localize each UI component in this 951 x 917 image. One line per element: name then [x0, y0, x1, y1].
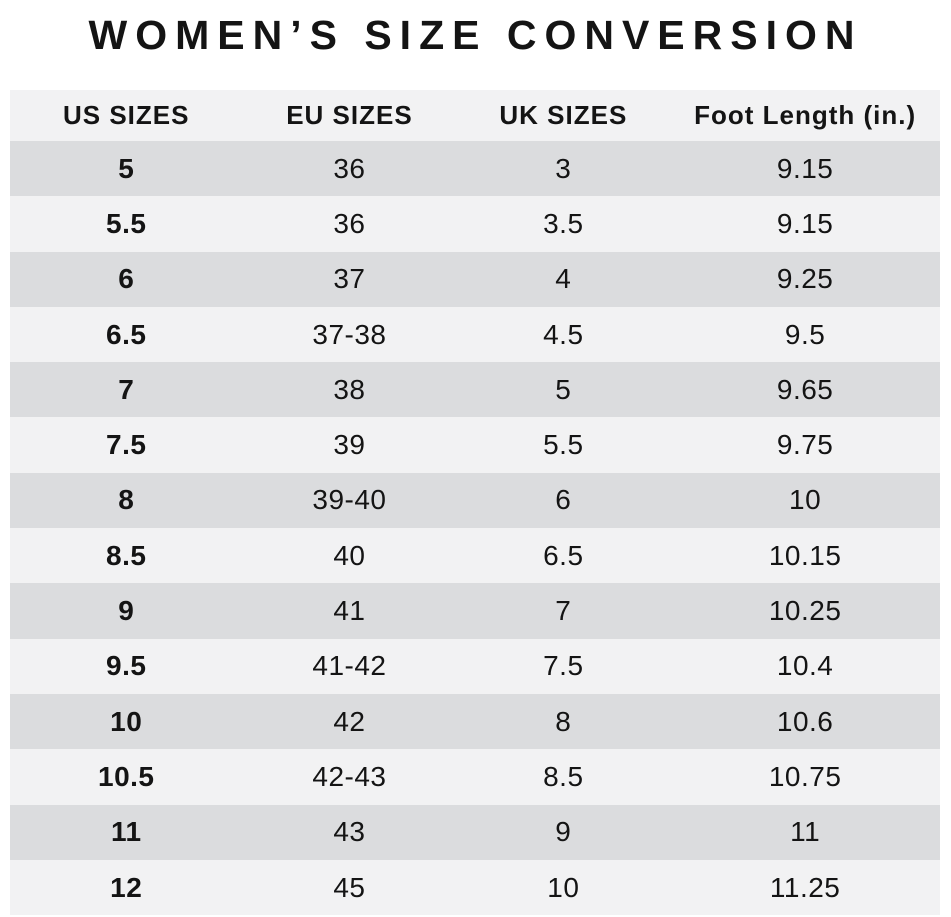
foot-length-cell: 10.6 [776, 705, 834, 737]
us-size-cell: 5.5 [106, 207, 147, 239]
uk-size-cell: 10 [547, 871, 580, 903]
uk-size-cell: 7.5 [543, 650, 584, 682]
us-size-cell: 8.5 [106, 539, 147, 571]
us-size-cell: 10 [110, 705, 143, 737]
table-row: 8 39-40 6 10 [10, 472, 940, 529]
table-row: 9.5 41-42 7.5 10.4 [10, 638, 940, 694]
column-header-uk-sizes: UK SIZES [499, 100, 628, 130]
us-size-cell: 9.5 [106, 650, 147, 682]
eu-size-cell: 42-43 [312, 760, 387, 792]
foot-length-cell: 9.25 [776, 263, 834, 295]
table-row: 8.5 40 6.5 10.15 [10, 528, 940, 584]
eu-size-cell: 36 [333, 207, 366, 239]
uk-size-cell: 7 [555, 595, 572, 627]
uk-size-cell: 6.5 [543, 539, 584, 571]
table-row: 7 38 5 9.65 [10, 362, 940, 418]
foot-length-cell: 10.4 [776, 650, 834, 682]
uk-size-cell: 8.5 [543, 760, 584, 792]
foot-length-cell: 9.15 [776, 152, 834, 184]
us-size-cell: 8 [118, 484, 135, 516]
eu-size-cell: 41-42 [312, 650, 387, 682]
table-header-row: US SIZES EU SIZES UK SIZES Foot Length (… [10, 90, 940, 141]
eu-size-cell: 39-40 [312, 484, 387, 516]
eu-size-cell: 43 [333, 816, 366, 848]
uk-size-cell: 5 [555, 373, 572, 405]
eu-size-cell: 38 [333, 373, 366, 405]
table-row: 6.5 37-38 4.5 9.5 [10, 306, 940, 363]
uk-size-cell: 4 [555, 263, 572, 295]
uk-size-cell: 4.5 [543, 318, 584, 350]
foot-length-cell: 10.75 [768, 760, 842, 792]
table-row: 10.5 42-43 8.5 10.75 [10, 749, 940, 805]
us-size-cell: 5 [118, 152, 135, 184]
us-size-cell: 10.5 [98, 760, 155, 792]
uk-size-cell: 9 [555, 816, 572, 848]
us-size-cell: 7 [118, 373, 135, 405]
foot-length-cell: 9.5 [784, 318, 826, 350]
eu-size-cell: 37-38 [312, 318, 387, 350]
table-row: 6 37 4 9.25 [10, 251, 940, 307]
table-row: 9 41 7 10.25 [10, 583, 940, 639]
size-table-body: 5 36 3 9.15 5.5 36 3.5 9.15 6 37 4 9.25 6.5 37-38 4.5 9… [10, 141, 940, 916]
uk-size-cell: 3 [555, 152, 572, 184]
us-size-cell: 12 [110, 871, 143, 903]
foot-length-cell: 10.25 [768, 595, 842, 627]
foot-length-cell: 11.25 [769, 871, 841, 903]
column-header-foot-length: Foot Length (in.) [694, 100, 917, 130]
eu-size-cell: 39 [333, 429, 366, 461]
eu-size-cell: 42 [333, 705, 366, 737]
table-row: 10 42 8 10.6 [10, 693, 940, 750]
eu-size-cell: 40 [333, 539, 366, 571]
us-size-cell: 7.5 [106, 429, 147, 461]
us-size-cell: 11 [110, 816, 142, 848]
uk-size-cell: 6 [555, 484, 572, 516]
table-row: 11 43 9 11 [10, 804, 940, 860]
table-row: 12 45 10 11.25 [10, 859, 940, 916]
us-size-cell: 6 [118, 263, 135, 295]
eu-size-cell: 37 [333, 263, 366, 295]
page-title: WOMEN’S SIZE CONVERSION [88, 12, 863, 58]
foot-length-cell: 9.65 [776, 373, 834, 405]
eu-size-cell: 36 [333, 152, 366, 184]
column-header-us-sizes: US SIZES [63, 100, 190, 130]
column-header-eu-sizes: EU SIZES [286, 100, 413, 130]
uk-size-cell: 5.5 [543, 429, 584, 461]
eu-size-cell: 41 [333, 595, 366, 627]
us-size-cell: 9 [118, 595, 135, 627]
size-conversion-table: US SIZES EU SIZES UK SIZES Foot Length (… [10, 90, 940, 916]
table-row: 7.5 39 5.5 9.75 [10, 417, 940, 473]
uk-size-cell: 8 [555, 705, 572, 737]
us-size-cell: 6.5 [106, 318, 147, 350]
table-row: 5 36 3 9.15 [10, 141, 940, 197]
foot-length-cell: 10 [789, 484, 822, 516]
foot-length-cell: 10.15 [768, 539, 842, 571]
foot-length-cell: 11 [790, 816, 821, 848]
eu-size-cell: 45 [333, 871, 366, 903]
uk-size-cell: 3.5 [543, 207, 584, 239]
foot-length-cell: 9.75 [776, 429, 834, 461]
table-row: 5.5 36 3.5 9.15 [10, 196, 940, 252]
foot-length-cell: 9.15 [776, 207, 834, 239]
